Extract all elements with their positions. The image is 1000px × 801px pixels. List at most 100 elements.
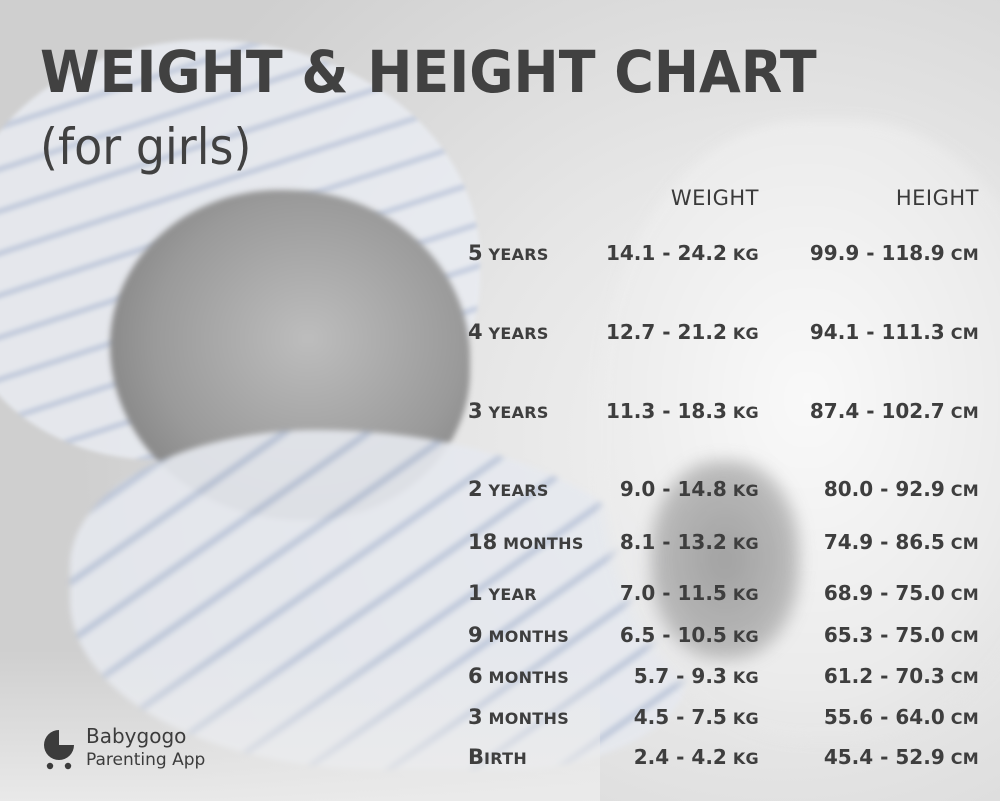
age-label-initial: 4 [468,320,483,344]
chart-subtitle: (for girls) [40,118,252,176]
height-unit: CM [950,534,979,553]
brand-tagline: Parenting App [86,750,206,770]
age-label-rest: IRTH [484,749,528,768]
height-range: 99.9 - 118.9 CM [810,241,979,265]
weight-range: 7.0 - 11.5 KG [620,581,759,605]
age-label: 5 YEARS [468,241,549,265]
age-label: 3 MONTHS [468,705,569,729]
height-value: 65.3 - 75.0 [823,623,945,647]
age-label-initial: 6 [468,664,483,688]
height-range: 74.9 - 86.5 CM [824,530,979,554]
age-label: 3 YEARS [468,399,549,423]
age-label: 1 YEAR [468,581,537,605]
age-label-initial: 5 [468,241,483,265]
height-range: 55.6 - 64.0 CM [824,705,979,729]
age-label-rest: YEAR [482,585,537,604]
height-range: 65.3 - 75.0 CM [824,623,979,647]
weight-range: 9.0 - 14.8 KG [620,477,759,501]
weight-value: 6.5 - 10.5 [619,623,727,647]
height-value: 55.6 - 64.0 [823,705,945,729]
chart-title: WEIGHT & HEIGHT CHART [40,38,817,106]
age-label-initial: 2 [468,477,483,501]
weight-column-header: WEIGHT [670,186,759,210]
height-unit: CM [950,709,979,728]
weight-unit: KG [732,324,759,343]
age-label-initial: 9 [468,623,483,647]
weight-value: 7.0 - 11.5 [619,581,727,605]
height-value: 99.9 - 118.9 [809,241,945,265]
height-column-header: HEIGHT [895,186,979,210]
age-label-rest: YEARS [482,481,549,500]
weight-value: 2.4 - 4.2 [633,745,727,769]
height-value: 45.4 - 52.9 [823,745,945,769]
weight-unit: KG [732,481,759,500]
weight-value: 5.7 - 9.3 [633,664,727,688]
age-label-rest: YEARS [482,403,549,422]
weight-value: 4.5 - 7.5 [633,705,727,729]
weight-range: 11.3 - 18.3 KG [606,399,759,423]
fur-blanket-backdrop [600,120,1000,740]
height-range: 61.2 - 70.3 CM [824,664,979,688]
age-label-rest: MONTHS [482,709,570,728]
weight-range: 12.7 - 21.2 KG [606,320,759,344]
weight-unit: KG [732,245,759,264]
weight-value: 14.1 - 24.2 [605,241,727,265]
height-unit: CM [950,668,979,687]
height-value: 94.1 - 111.3 [809,320,945,344]
weight-range: 4.5 - 7.5 KG [634,705,759,729]
weight-unit: KG [732,749,759,768]
height-value: 87.4 - 102.7 [809,399,945,423]
age-label-rest: MONTHS [497,534,584,553]
age-label-rest: YEARS [482,324,549,343]
height-unit: CM [950,324,979,343]
height-unit: CM [950,403,979,422]
weight-range: 6.5 - 10.5 KG [620,623,759,647]
height-unit: CM [950,627,979,646]
age-label-initial: 1 [468,581,483,605]
weight-range: 2.4 - 4.2 KG [634,745,759,769]
brand-name: Babygogo [86,724,187,748]
height-unit: CM [950,481,979,500]
weight-unit: KG [732,534,759,553]
weight-value: 8.1 - 13.2 [619,530,727,554]
age-label-initial: B [468,745,485,769]
weight-range: 14.1 - 24.2 KG [606,241,759,265]
age-label-rest: MONTHS [482,627,570,646]
weight-range: 8.1 - 13.2 KG [620,530,759,554]
age-label-initial: 3 [468,705,483,729]
age-label-rest: MONTHS [482,668,570,687]
striped-blanket-backdrop [70,430,690,770]
weight-value: 11.3 - 18.3 [605,399,727,423]
age-label: 4 YEARS [468,320,549,344]
height-value: 80.0 - 92.9 [823,477,945,501]
height-range: 87.4 - 102.7 CM [810,399,979,423]
weight-value: 12.7 - 21.2 [605,320,727,344]
baby-face-backdrop [110,190,470,520]
weight-unit: KG [732,627,759,646]
age-label: 18 MONTHS [468,530,584,554]
age-label: 6 MONTHS [468,664,569,688]
height-unit: CM [950,245,979,264]
height-value: 68.9 - 75.0 [823,581,945,605]
height-range: 68.9 - 75.0 CM [824,581,979,605]
height-value: 61.2 - 70.3 [823,664,945,688]
height-unit: CM [950,749,979,768]
height-range: 80.0 - 92.9 CM [824,477,979,501]
stroller-icon [44,730,74,770]
weight-unit: KG [732,585,759,604]
weight-unit: KG [732,668,759,687]
age-label: 9 MONTHS [468,623,569,647]
weight-range: 5.7 - 9.3 KG [634,664,759,688]
height-range: 94.1 - 111.3 CM [810,320,979,344]
height-unit: CM [950,585,979,604]
age-label-rest: YEARS [482,245,549,264]
weight-unit: KG [732,709,759,728]
weight-unit: KG [732,403,759,422]
weight-value: 9.0 - 14.8 [619,477,727,501]
age-label: BIRTH [468,745,527,769]
age-label-initial: 18 [468,530,498,554]
height-value: 74.9 - 86.5 [823,530,945,554]
age-label-initial: 3 [468,399,483,423]
height-range: 45.4 - 52.9 CM [824,745,979,769]
